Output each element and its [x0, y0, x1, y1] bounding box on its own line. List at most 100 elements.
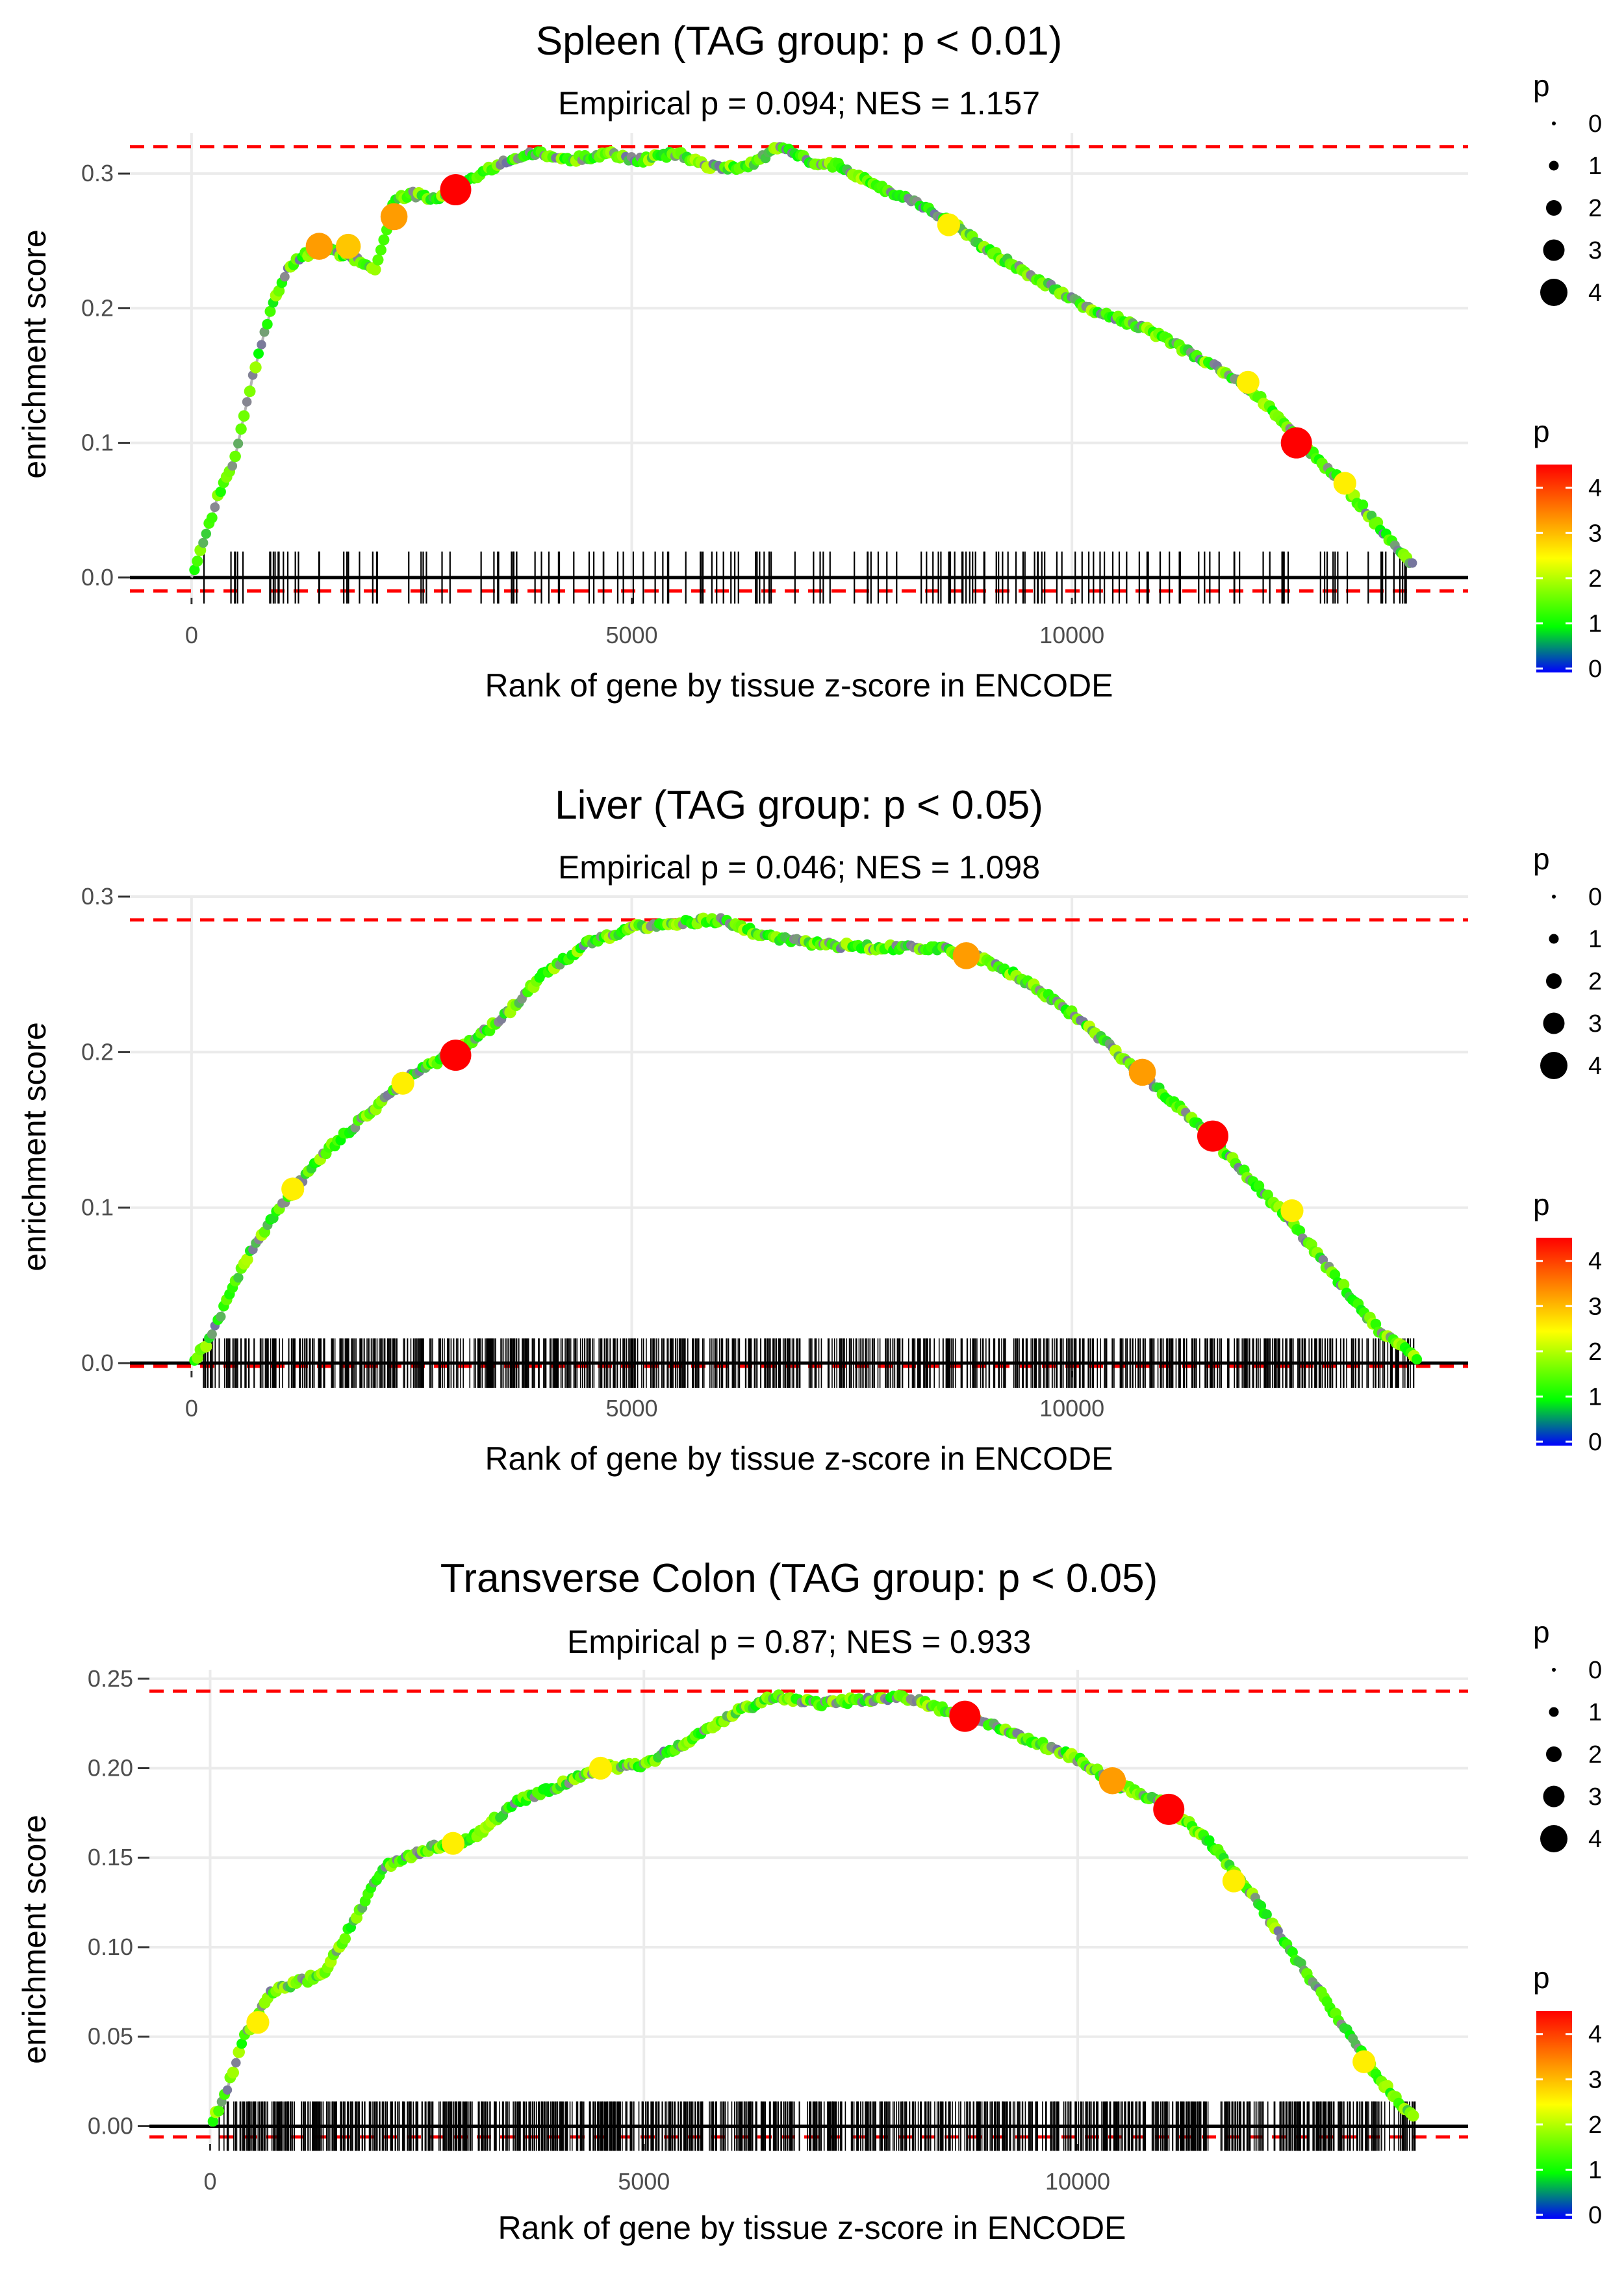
color-legend-label: 1 [1588, 610, 1602, 637]
panel-transverse-colon: Transverse Colon (TAG group: p < 0.05) E… [16, 1556, 1468, 2246]
gene-rug [218, 2101, 1416, 2151]
y-tick-label: 0.10 [88, 1934, 133, 1960]
plot-area-liver: 0.0 0.1 0.2 0.3 0 5000 10000 [81, 883, 1468, 1422]
es-point [236, 2038, 247, 2049]
size-legend-key [1546, 200, 1562, 216]
es-point-highlight [952, 942, 980, 969]
es-point [375, 244, 387, 256]
x-tick-label: 5000 [605, 622, 657, 648]
size-legend-label: 1 [1588, 1699, 1602, 1726]
running-es-line [209, 1693, 1417, 2127]
size-legend-label: 0 [1588, 110, 1602, 138]
es-point-highlight [440, 1040, 472, 1071]
size-legend-label: 3 [1588, 1010, 1602, 1038]
es-point [189, 565, 200, 576]
es-point [231, 2058, 241, 2068]
x-tick-label: 10000 [1039, 1395, 1104, 1422]
es-point-highlight [1352, 2050, 1376, 2073]
color-legend-label: 3 [1588, 1293, 1602, 1320]
color-legend-label: 0 [1588, 656, 1602, 683]
size-legend-key [1543, 239, 1565, 261]
es-point [206, 512, 218, 524]
es-points [189, 142, 1417, 576]
es-point [238, 410, 250, 422]
x-axis-title: Rank of gene by tissue z-score in ENCODE [485, 1440, 1113, 1477]
y-tick-label: 0.2 [81, 294, 114, 321]
es-point [207, 2115, 219, 2127]
x-tick-label: 10000 [1039, 622, 1104, 648]
es-point-highlight [1333, 472, 1356, 495]
color-scale-bar [1536, 1238, 1572, 1446]
es-point [233, 439, 244, 449]
x-tick-label: 10000 [1045, 2168, 1110, 2195]
es-point [222, 2085, 233, 2095]
size-legend-key [1540, 1825, 1567, 1852]
color-legend-label: 2 [1588, 1338, 1602, 1366]
es-point-highlight [246, 2011, 270, 2034]
es-point-highlight [949, 1700, 981, 1732]
es-point [262, 318, 273, 330]
panel-subtitle: Empirical p = 0.094; NES = 1.157 [558, 85, 1040, 121]
size-legend-title: p [1533, 1615, 1550, 1649]
es-point [229, 450, 241, 463]
color-scale-bar [1536, 465, 1572, 672]
es-point [1408, 558, 1417, 568]
y-axis-title: enrichment score [16, 1022, 53, 1271]
size-legend-key [1552, 1668, 1556, 1672]
size-legend-label: 3 [1588, 237, 1602, 264]
x-tick-label: 5000 [605, 1395, 657, 1422]
y-tick-label: 0.0 [81, 1349, 114, 1376]
es-point-highlight [441, 1832, 465, 1855]
size-legend-key [1540, 1052, 1567, 1079]
color-legend-label: 0 [1588, 1429, 1602, 1456]
size-legend-label: 2 [1588, 1741, 1602, 1769]
panel-subtitle: Empirical p = 0.046; NES = 1.098 [558, 849, 1040, 886]
es-point [244, 385, 256, 398]
es-point-highlight [335, 233, 361, 259]
y-tick-label: 0.3 [81, 160, 114, 186]
y-tick-label: 0.05 [88, 2023, 133, 2050]
es-point [264, 305, 276, 317]
size-legend-label: 3 [1588, 1783, 1602, 1811]
es-point [1407, 2110, 1419, 2122]
panel-subtitle: Empirical p = 0.87; NES = 0.933 [567, 1624, 1031, 1660]
es-point [227, 2066, 239, 2079]
x-tick-label: 0 [185, 1395, 198, 1422]
es-point-highlight [937, 213, 960, 236]
es-point [280, 272, 290, 282]
size-legend-label: 4 [1588, 1053, 1602, 1080]
size-legend-key [1540, 279, 1567, 306]
es-point-highlight [1280, 1199, 1304, 1223]
es-points [189, 912, 1423, 1366]
es-point-highlight [1280, 427, 1312, 459]
y-axis-title: enrichment score [16, 229, 53, 479]
es-points [207, 1689, 1419, 2127]
color-legend-label: 0 [1588, 2202, 1602, 2229]
es-point-highlight [305, 233, 333, 260]
size-legend-key [1546, 973, 1562, 989]
es-point-highlight [1222, 1869, 1246, 1893]
size-legend-label: 4 [1588, 279, 1602, 307]
size-legend-title: p [1533, 69, 1550, 103]
x-axis-title: Rank of gene by tissue z-score in ENCODE [498, 2210, 1126, 2246]
running-es-line [190, 915, 1420, 1364]
y-tick-label: 0.1 [81, 1194, 114, 1221]
panel-liver: Liver (TAG group: p < 0.05) Empirical p … [16, 783, 1468, 1477]
color-legend-label: 3 [1588, 2066, 1602, 2093]
size-legend-key [1543, 1012, 1565, 1034]
es-point [210, 502, 220, 512]
es-point [372, 254, 384, 266]
running-es-line [190, 145, 1417, 578]
color-legend-label: 1 [1588, 2156, 1602, 2184]
size-legend-label: 0 [1588, 1657, 1602, 1684]
y-tick-label: 0.0 [81, 564, 114, 591]
es-point [241, 1253, 253, 1266]
es-point [1411, 1354, 1423, 1365]
y-tick-label: 0.1 [81, 429, 114, 456]
x-axis-title: Rank of gene by tissue z-score in ENCODE [485, 667, 1113, 704]
es-point-highlight [1153, 1793, 1185, 1825]
es-point [369, 263, 381, 275]
es-point [233, 2046, 246, 2058]
panel-title: Spleen (TAG group: p < 0.01) [536, 19, 1062, 64]
legend-group: p 0 1 2 3 4 p 4 3 2 1 0 [1533, 1615, 1602, 2229]
